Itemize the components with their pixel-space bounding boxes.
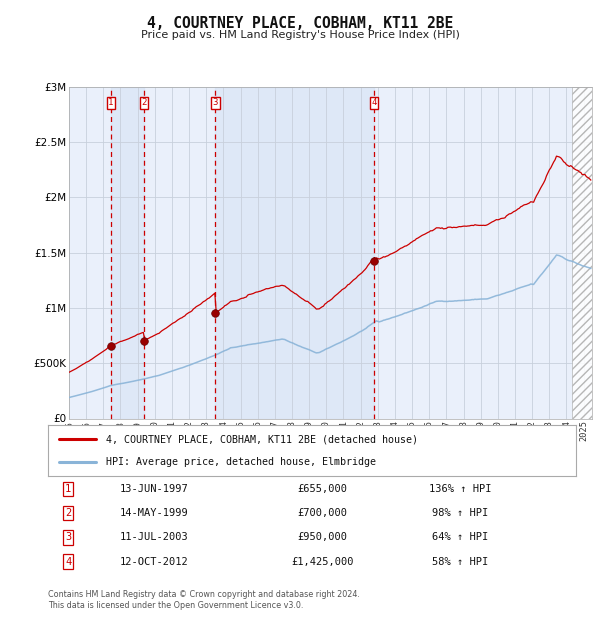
Text: 64% ↑ HPI: 64% ↑ HPI	[432, 533, 488, 542]
Bar	[215, 87, 374, 419]
Text: 136% ↑ HPI: 136% ↑ HPI	[428, 484, 491, 494]
Text: 11-JUL-2003: 11-JUL-2003	[119, 533, 188, 542]
Text: 2: 2	[65, 508, 71, 518]
Text: 1: 1	[109, 99, 114, 107]
Text: 4, COURTNEY PLACE, COBHAM, KT11 2BE: 4, COURTNEY PLACE, COBHAM, KT11 2BE	[147, 16, 453, 30]
Text: 3: 3	[65, 533, 71, 542]
Text: 12-OCT-2012: 12-OCT-2012	[119, 557, 188, 567]
Text: Price paid vs. HM Land Registry's House Price Index (HPI): Price paid vs. HM Land Registry's House …	[140, 30, 460, 40]
Text: 13-JUN-1997: 13-JUN-1997	[119, 484, 188, 494]
Text: 58% ↑ HPI: 58% ↑ HPI	[432, 557, 488, 567]
Text: 3: 3	[212, 99, 218, 107]
Text: 4: 4	[371, 99, 377, 107]
Text: 4, COURTNEY PLACE, COBHAM, KT11 2BE (detached house): 4, COURTNEY PLACE, COBHAM, KT11 2BE (det…	[106, 434, 418, 444]
Text: 2: 2	[141, 99, 146, 107]
Bar	[111, 87, 144, 419]
Bar	[572, 87, 598, 419]
Text: £655,000: £655,000	[298, 484, 347, 494]
Text: HPI: Average price, detached house, Elmbridge: HPI: Average price, detached house, Elmb…	[106, 458, 376, 467]
Text: £1,425,000: £1,425,000	[292, 557, 354, 567]
Text: £950,000: £950,000	[298, 533, 347, 542]
Text: 1: 1	[65, 484, 71, 494]
Text: £700,000: £700,000	[298, 508, 347, 518]
Text: 14-MAY-1999: 14-MAY-1999	[119, 508, 188, 518]
Text: 4: 4	[65, 557, 71, 567]
Text: Contains HM Land Registry data © Crown copyright and database right 2024.
This d: Contains HM Land Registry data © Crown c…	[48, 590, 360, 609]
Text: 98% ↑ HPI: 98% ↑ HPI	[432, 508, 488, 518]
